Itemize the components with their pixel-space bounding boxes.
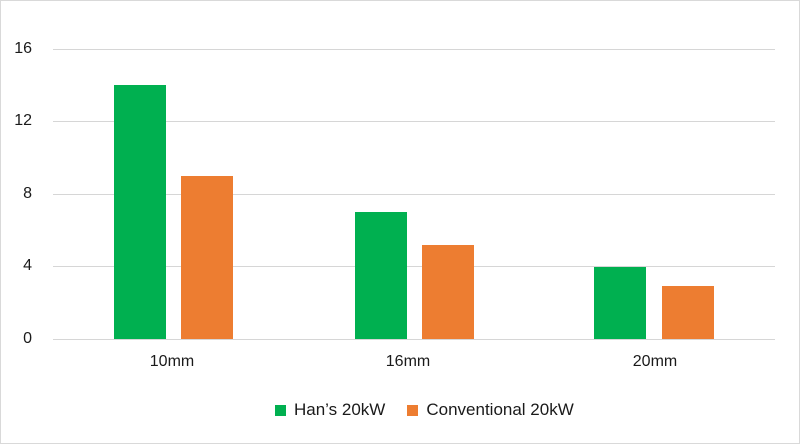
x-tick-label: 16mm [385,353,431,370]
gridline-16 [53,49,775,50]
y-tick-label: 4 [23,257,32,274]
bar-hans-20mm [594,266,646,339]
legend-item-hans: Han’s 20kW [275,400,385,420]
x-tick-label: 10mm [149,353,195,370]
plot-area [53,49,775,340]
bar-conventional-10mm [181,175,233,339]
gridline-12 [53,121,775,122]
bar-hans-10mm [114,85,166,339]
y-tick-label: 0 [23,330,32,347]
gridline-8 [53,194,775,195]
legend-swatch-icon [407,404,419,416]
x-tick-label: 20mm [632,353,678,370]
bar-conventional-16mm [422,244,474,339]
legend-label: Han’s 20kW [294,400,386,419]
bar-conventional-20mm [662,286,714,339]
legend: Han’s 20kW Conventional 20kW [275,400,596,420]
bar-hans-16mm [355,212,407,339]
gridline-0 [53,339,775,340]
legend-item-conventional: Conventional 20kW [407,400,574,420]
y-tick-label: 12 [14,112,32,129]
legend-label: Conventional 20kW [426,400,574,419]
gridline-4 [53,266,775,267]
y-tick-label: 16 [14,40,32,57]
y-tick-label: 8 [23,185,32,202]
legend-swatch-icon [275,404,286,416]
